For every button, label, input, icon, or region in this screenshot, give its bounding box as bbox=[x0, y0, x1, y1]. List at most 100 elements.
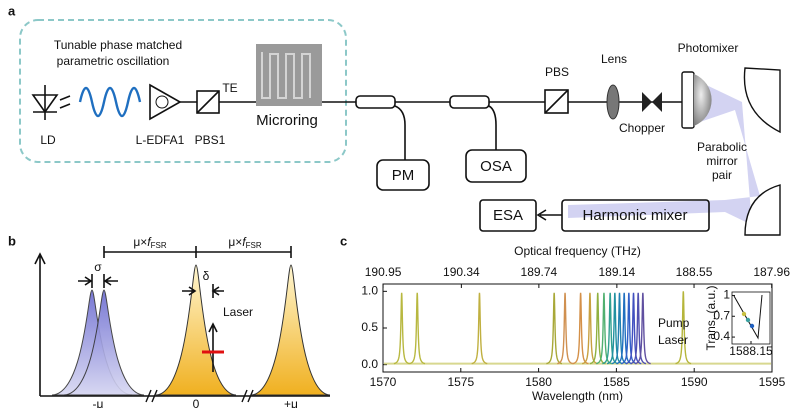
coupler bbox=[355, 95, 396, 109]
component-label: PM bbox=[392, 167, 415, 184]
parabolic-mirror bbox=[744, 184, 781, 236]
spectral-peak bbox=[616, 292, 633, 365]
coupler bbox=[449, 95, 490, 109]
photomixer-lens bbox=[694, 74, 712, 126]
laser-label: Laser bbox=[223, 305, 253, 319]
spectral-peak bbox=[471, 292, 488, 365]
component-label: PBS1 bbox=[195, 133, 226, 147]
pbs1-diagonal bbox=[196, 90, 220, 114]
laser-diode bbox=[31, 85, 71, 120]
x2-tick-label: 188.55 bbox=[676, 265, 713, 279]
spacing-text: f bbox=[147, 235, 152, 249]
spectral-peak bbox=[557, 292, 574, 365]
spacing-text: FSR bbox=[151, 241, 167, 250]
spacing-arrow bbox=[103, 246, 292, 258]
pbs-diagonal bbox=[544, 89, 569, 114]
component-label: TE bbox=[222, 81, 237, 95]
component-label: Photomixer bbox=[678, 41, 739, 55]
spectral-peak bbox=[409, 292, 426, 365]
chopper bbox=[642, 92, 662, 112]
annotation: Pump bbox=[658, 316, 690, 330]
mode-label: -μ bbox=[93, 397, 104, 408]
spectral-peak bbox=[606, 292, 623, 365]
pm-box bbox=[376, 159, 430, 191]
spacing-label: μ×fFSR bbox=[228, 235, 261, 250]
x-tick-label: 1570 bbox=[370, 375, 397, 389]
spacing-text: FSR bbox=[246, 241, 262, 250]
inset-point bbox=[749, 323, 755, 329]
pbs bbox=[544, 89, 569, 114]
inset-x-tick-label: 1588.15 bbox=[729, 344, 773, 358]
x-tick-label: 1575 bbox=[447, 375, 474, 389]
axes bbox=[34, 252, 330, 397]
x2-tick-label: 189.74 bbox=[521, 265, 558, 279]
component-label: L-EDFA1 bbox=[136, 133, 185, 147]
mode-label: +μ bbox=[284, 397, 298, 408]
arrow bbox=[536, 209, 562, 221]
parabolic-mirror bbox=[743, 67, 781, 134]
component-label: Microring bbox=[256, 112, 318, 129]
spectral-peak bbox=[620, 292, 637, 365]
panel-label: a bbox=[8, 3, 16, 18]
component-label: Harmonic mixer bbox=[582, 207, 687, 224]
wave bbox=[78, 86, 142, 118]
spectral-peak bbox=[630, 292, 647, 365]
component-label: ESA bbox=[493, 207, 523, 224]
amplifier-coil bbox=[155, 95, 169, 109]
x-tick-label: 1590 bbox=[681, 375, 708, 389]
sigma-arrows bbox=[78, 274, 118, 288]
mode-peak bbox=[155, 264, 237, 396]
laser-arrow bbox=[208, 322, 218, 372]
inset-curve bbox=[733, 294, 763, 340]
component-label: PBS bbox=[545, 65, 569, 79]
axis-break bbox=[145, 389, 254, 403]
spectral-peak bbox=[625, 292, 642, 365]
inset-point bbox=[745, 317, 751, 323]
spectral-peak bbox=[611, 292, 628, 365]
chart-title: Optical frequency (THz) bbox=[514, 244, 641, 258]
x-tick-label: 1585 bbox=[603, 375, 630, 389]
x2-tick-label: 187.96 bbox=[753, 265, 790, 279]
y-tick-label: 0.0 bbox=[361, 357, 378, 371]
microring-waveguide bbox=[261, 52, 311, 99]
inset-y-label: Trans. (a.u.) bbox=[704, 286, 718, 351]
amplifier bbox=[149, 83, 182, 121]
spectral-peak bbox=[581, 292, 598, 365]
annotation: Laser bbox=[658, 333, 688, 347]
inset-y-tick-label: 0.7 bbox=[713, 308, 730, 322]
x-axis-label: Wavelength (nm) bbox=[532, 389, 623, 403]
panel-label: b bbox=[8, 233, 16, 248]
photomixer-mount bbox=[681, 71, 695, 129]
spectral-peak bbox=[675, 291, 692, 365]
spacing-text: f bbox=[242, 235, 247, 249]
mode-label: 0 bbox=[193, 397, 200, 408]
component-label: mirror bbox=[706, 154, 737, 168]
inset-y-tick-label: 0.4 bbox=[713, 329, 730, 343]
esa-box bbox=[479, 199, 537, 232]
inset-frame bbox=[731, 291, 771, 345]
spectral-peak bbox=[393, 292, 410, 365]
spacing-text: μ× bbox=[228, 235, 242, 249]
sigma: σ bbox=[94, 260, 102, 274]
mode-peak bbox=[63, 289, 145, 396]
component-label: Parabolic bbox=[697, 140, 747, 154]
spacing-text: μ× bbox=[133, 235, 147, 249]
component-label: pair bbox=[712, 168, 732, 182]
x2-tick-label: 189.14 bbox=[599, 265, 636, 279]
spectral-peak bbox=[589, 292, 606, 365]
fiber bbox=[394, 105, 497, 160]
osa-box bbox=[465, 149, 527, 183]
box-title: parametric oscillation bbox=[57, 54, 170, 68]
x2-tick-label: 190.34 bbox=[443, 265, 480, 279]
y-tick-label: 1.0 bbox=[361, 284, 378, 298]
component-label: Chopper bbox=[619, 121, 665, 135]
y-tick-label: 0.5 bbox=[361, 320, 378, 334]
inset-y-tick-label: 1 bbox=[723, 288, 730, 302]
x2-tick-label: 190.95 bbox=[365, 265, 402, 279]
inset-point bbox=[741, 311, 747, 317]
delta: δ bbox=[203, 269, 210, 283]
spectral-peak bbox=[546, 292, 563, 365]
delta-arrows bbox=[182, 284, 224, 298]
